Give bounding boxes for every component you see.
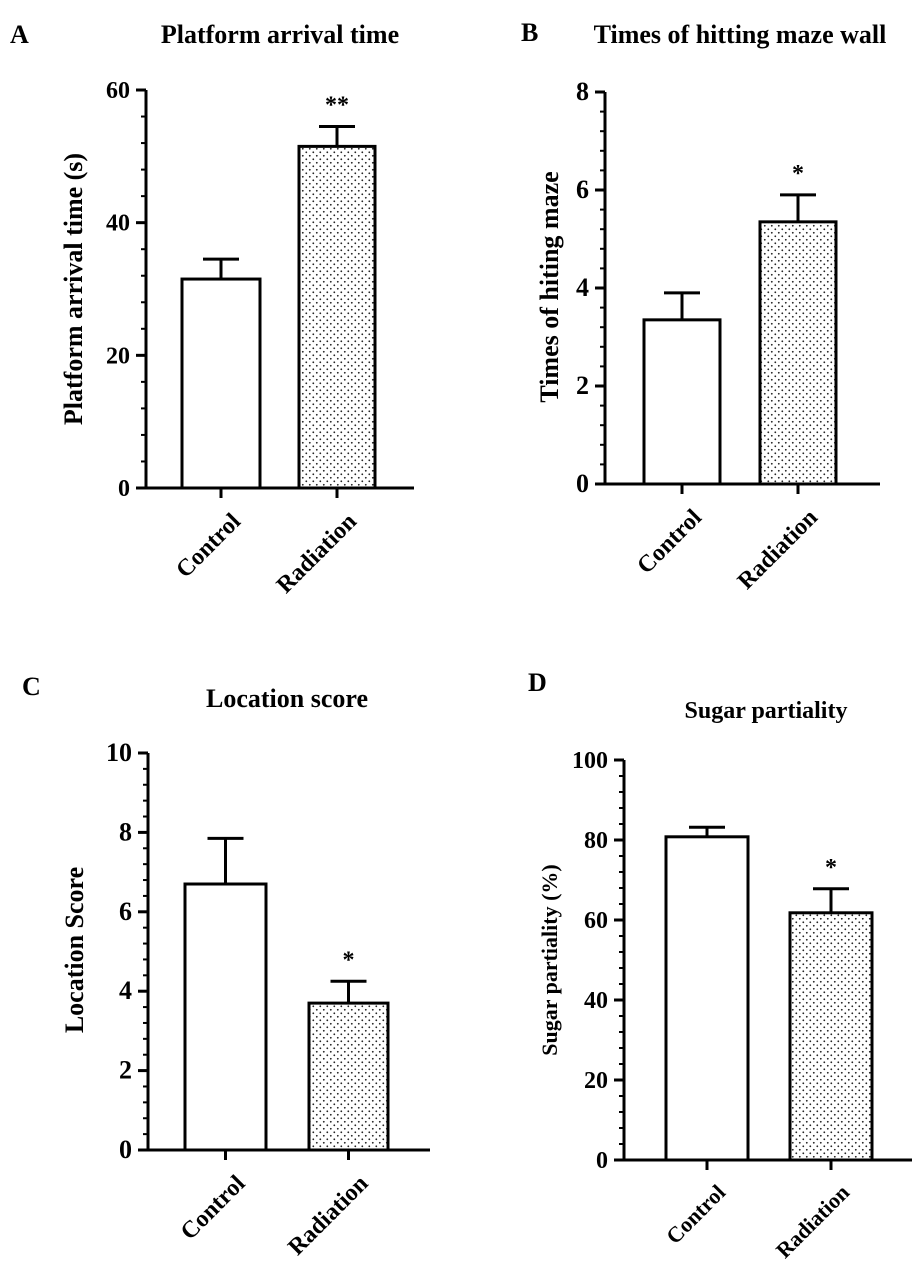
bar-control bbox=[183, 882, 268, 1152]
panel-d: D Sugar partiality Sugar partiality (%) … bbox=[528, 668, 912, 1263]
bar-radiation bbox=[307, 1001, 390, 1152]
significance-marker: * bbox=[792, 161, 804, 187]
panel-c-label: C bbox=[22, 672, 41, 701]
y-tick-label: 2 bbox=[576, 371, 589, 400]
bar-control bbox=[180, 277, 262, 490]
panel-c-y-axis-label: Location Score bbox=[60, 867, 89, 1033]
bar-radiation bbox=[297, 144, 377, 490]
panel-b-plot: 0 2 4 6 8 Control * Radiation bbox=[576, 77, 880, 595]
panel-d-title: Sugar partiality bbox=[685, 698, 848, 724]
x-tick-label: Control bbox=[632, 504, 707, 579]
panel-c-title: Location score bbox=[206, 684, 368, 713]
panel-a-plot: 0 20 40 60 Control ** Radiation bbox=[106, 78, 414, 599]
y-tick-label: 10 bbox=[106, 738, 132, 767]
y-tick-label: 4 bbox=[119, 976, 132, 1005]
panel-a: A Platform arrival time Platform arrival… bbox=[10, 20, 414, 599]
y-tick-label: 60 bbox=[106, 78, 130, 104]
y-tick-label: 40 bbox=[584, 988, 608, 1014]
panel-d-y-axis-label: Sugar partiality (%) bbox=[537, 864, 562, 1055]
y-tick-label: 60 bbox=[584, 908, 608, 934]
significance-marker: * bbox=[343, 947, 355, 973]
y-tick-label: 8 bbox=[576, 77, 589, 106]
y-tick-label: 8 bbox=[119, 817, 132, 846]
y-tick-label: 0 bbox=[119, 1135, 132, 1164]
panel-b-label: B bbox=[521, 18, 538, 47]
x-tick-label: Control bbox=[171, 508, 246, 583]
panel-c: C Location score Location Score 0 2 4 6 8 10 C… bbox=[22, 672, 430, 1261]
panel-a-title: Platform arrival time bbox=[161, 20, 399, 49]
significance-marker: ** bbox=[325, 92, 349, 118]
x-tick-label: Radiation bbox=[771, 1180, 854, 1263]
bar-control bbox=[642, 318, 722, 486]
panel-d-plot: 0 20 40 60 80 100 Control * Radiation bbox=[572, 748, 912, 1263]
y-tick-label: 40 bbox=[106, 211, 130, 237]
panel-a-label: A bbox=[10, 20, 29, 49]
x-tick-label: Radiation bbox=[283, 1171, 373, 1261]
significance-marker: * bbox=[825, 855, 837, 881]
y-tick-label: 20 bbox=[106, 343, 130, 369]
y-tick-label: 4 bbox=[576, 273, 589, 302]
x-tick-label: Control bbox=[661, 1180, 730, 1249]
y-tick-label: 6 bbox=[119, 897, 132, 926]
panel-c-plot: 0 2 4 6 8 10 Control * Radiation bbox=[106, 738, 430, 1261]
x-tick-label: Radiation bbox=[272, 509, 362, 599]
y-tick-label: 6 bbox=[576, 175, 589, 204]
x-tick-label: Control bbox=[176, 1170, 251, 1245]
panel-b-title: Times of hitting maze wall bbox=[594, 20, 887, 49]
x-tick-label: Radiation bbox=[733, 505, 823, 595]
y-tick-label: 100 bbox=[572, 748, 608, 774]
panel-d-label: D bbox=[528, 668, 547, 697]
panel-a-y-axis-label: Platform arrival time (s) bbox=[59, 153, 88, 425]
panel-b-y-axis-label: Times of hiting maze bbox=[535, 171, 564, 402]
panel-b: B Times of hitting maze wall Times of hi… bbox=[521, 18, 886, 595]
bar-control bbox=[664, 835, 750, 1162]
y-tick-label: 20 bbox=[584, 1068, 608, 1094]
bar-radiation bbox=[758, 220, 838, 486]
y-tick-label: 0 bbox=[576, 469, 589, 498]
bar-radiation bbox=[788, 911, 874, 1162]
y-tick-label: 2 bbox=[119, 1056, 132, 1085]
y-tick-label: 0 bbox=[596, 1148, 608, 1174]
y-tick-label: 80 bbox=[584, 828, 608, 854]
y-tick-label: 0 bbox=[118, 476, 130, 502]
